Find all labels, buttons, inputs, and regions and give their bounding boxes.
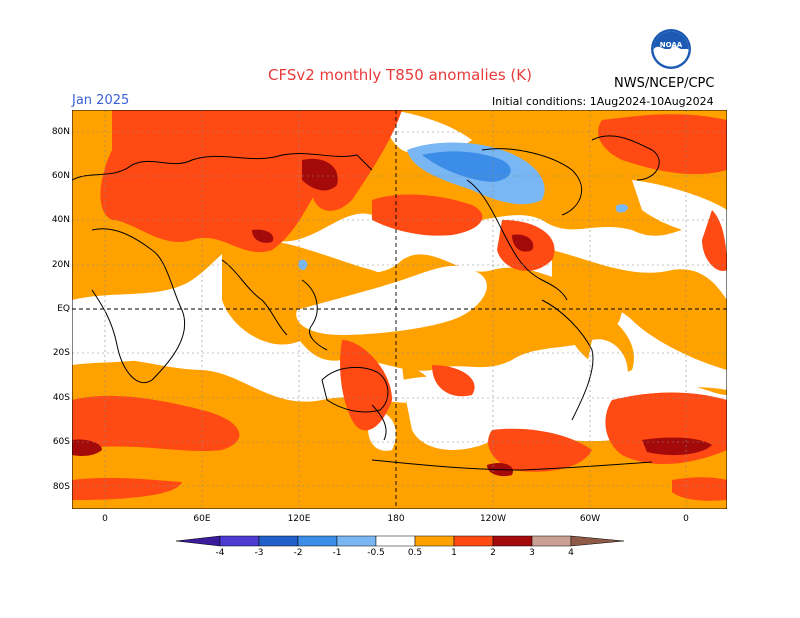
lon-label: 120E [287, 514, 311, 524]
lon-label: 180 [387, 514, 405, 524]
colorbar-label: -0.5 [367, 548, 385, 558]
colorbar-label: 1 [451, 548, 457, 558]
lat-label: 20N [51, 260, 70, 270]
lat-label: EQ [57, 304, 70, 314]
colorbar-label: -3 [254, 548, 264, 558]
lat-label: 20S [52, 348, 70, 358]
lat-label: 60S [52, 437, 70, 447]
lon-label: 60W [579, 514, 601, 524]
anomaly-fill-1-2 [72, 110, 727, 501]
colorbar-label: -2 [293, 548, 303, 558]
lon-label: 0 [102, 514, 108, 524]
lat-label: 60N [51, 171, 70, 181]
colorbar-segment [492, 535, 533, 547]
colorbar-label: 4 [568, 548, 574, 558]
colorbar-label: 3 [529, 548, 535, 558]
colorbar-segment [453, 535, 494, 547]
anomaly-map [72, 110, 727, 509]
colorbar-segment [258, 535, 299, 547]
colorbar-segment [175, 535, 221, 547]
lat-label: 40N [51, 215, 70, 225]
colorbar-label: 2 [490, 548, 496, 558]
colorbar-segment [414, 535, 455, 547]
lon-label: 0 [683, 514, 689, 524]
lat-label: 40S [52, 393, 70, 403]
anomaly-fill-negative [298, 142, 628, 270]
svg-text:NOAA: NOAA [660, 41, 683, 49]
colorbar-segment [336, 535, 377, 547]
agency-label: NWS/NCEP/CPC [614, 76, 715, 91]
initial-conditions: Initial conditions: 1Aug2024-10Aug2024 [492, 95, 714, 108]
chart-title: CFSv2 monthly T850 anomalies (K) [268, 66, 532, 84]
noaa-logo: NOAA [651, 29, 691, 69]
colorbar-segment [570, 535, 625, 547]
colorbar [175, 535, 625, 547]
colorbar-segment [531, 535, 572, 547]
coastlines [72, 135, 660, 471]
colorbar-segment [297, 535, 338, 547]
colorbar-label: -1 [332, 548, 342, 558]
lon-label: 60E [193, 514, 211, 524]
anomaly-fill-2-3 [72, 158, 712, 477]
colorbar-segment [375, 535, 416, 547]
colorbar-segment [219, 535, 260, 547]
colorbar-label: 0.5 [407, 548, 423, 558]
graticule [72, 110, 727, 509]
lon-label: 120W [479, 514, 507, 524]
colorbar-label: -4 [215, 548, 225, 558]
lat-label: 80S [52, 482, 70, 492]
forecast-month: Jan 2025 [72, 93, 130, 108]
lat-label: 80N [51, 127, 70, 137]
